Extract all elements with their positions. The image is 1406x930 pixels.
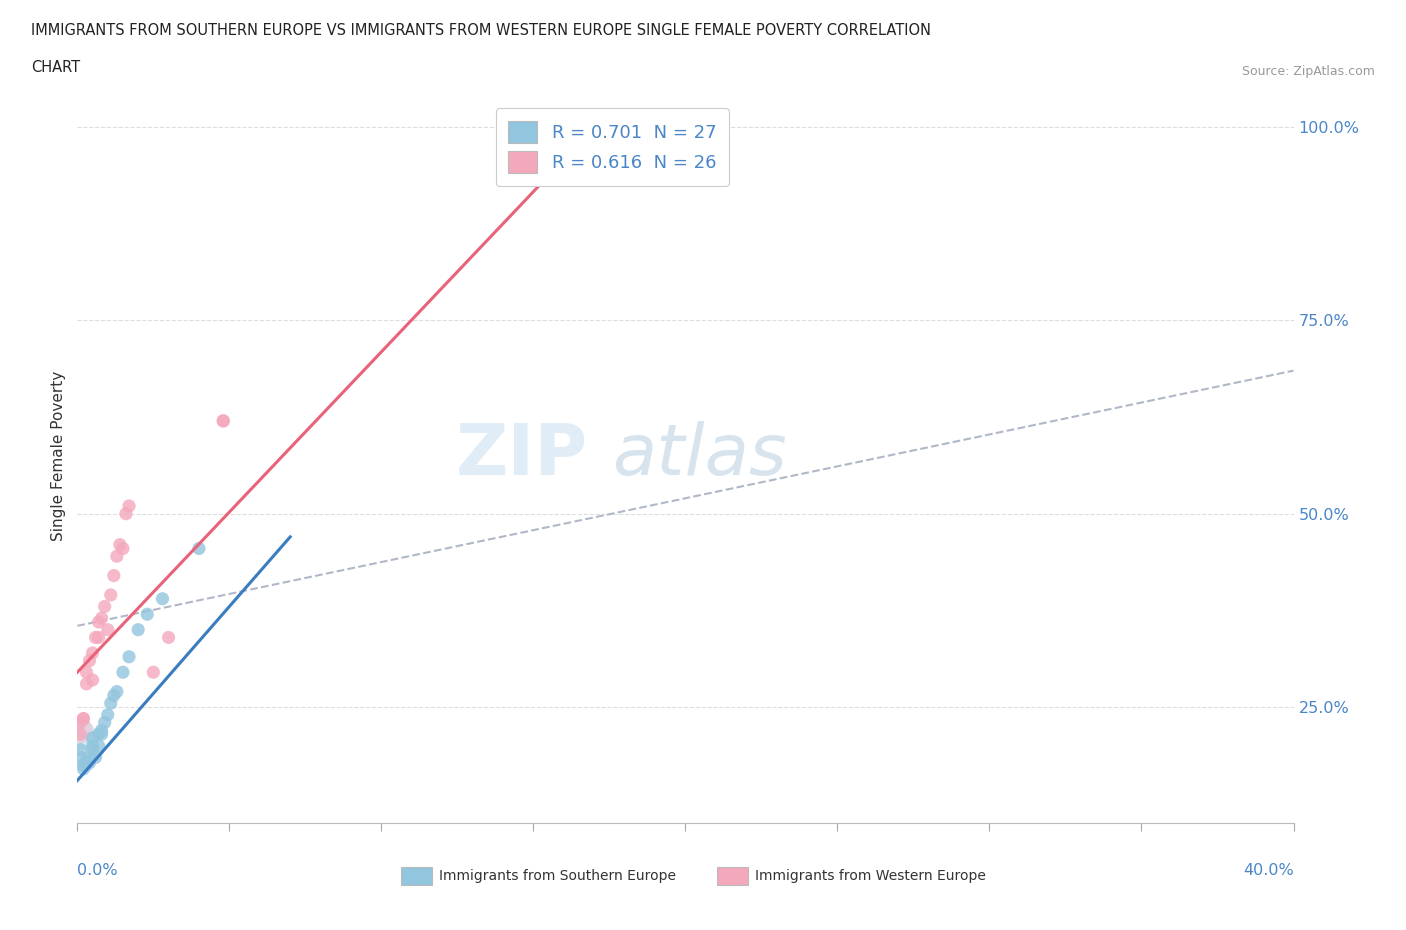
Point: [82, 672, 104, 687]
Point: [142, 665, 165, 680]
Point: [87, 630, 110, 644]
Point: [111, 541, 134, 556]
Point: [75, 665, 97, 680]
Legend: R = 0.701  N = 27, R = 0.616  N = 26: R = 0.701 N = 27, R = 0.616 N = 26: [496, 109, 730, 186]
Point: [105, 549, 128, 564]
Point: [69, 742, 91, 757]
Text: 40.0%: 40.0%: [1243, 863, 1294, 879]
Text: IMMIGRANTS FROM SOUTHERN EUROPE VS IMMIGRANTS FROM WESTERN EUROPE SINGLE FEMALE : IMMIGRANTS FROM SOUTHERN EUROPE VS IMMIG…: [31, 23, 931, 38]
Point: [118, 498, 141, 513]
Point: [79, 755, 101, 770]
Point: [79, 653, 101, 668]
Point: [212, 414, 235, 429]
Point: [82, 738, 104, 753]
Point: [72, 711, 94, 726]
Text: 0.0%: 0.0%: [77, 863, 118, 879]
Point: [152, 591, 174, 606]
Point: [97, 622, 120, 637]
Point: [90, 723, 112, 737]
Y-axis label: Single Female Poverty: Single Female Poverty: [51, 370, 66, 541]
Point: [108, 538, 131, 552]
Point: [84, 750, 107, 764]
Point: [105, 684, 128, 699]
Point: [115, 506, 138, 521]
Point: [93, 715, 115, 730]
Point: [82, 731, 104, 746]
Point: [100, 696, 122, 711]
Point: [69, 726, 91, 741]
Point: [82, 645, 104, 660]
Text: CHART: CHART: [31, 60, 80, 75]
Text: atlas: atlas: [613, 421, 787, 490]
Point: [100, 588, 122, 603]
Text: ZIP: ZIP: [456, 421, 588, 490]
Point: [72, 711, 94, 726]
Point: [72, 762, 94, 777]
Point: [75, 676, 97, 691]
Point: [79, 750, 101, 764]
Point: [188, 541, 211, 556]
Point: [97, 708, 120, 723]
Point: [82, 742, 104, 757]
Point: [75, 758, 97, 773]
Point: [87, 726, 110, 741]
Point: [111, 665, 134, 680]
Text: Immigrants from Southern Europe: Immigrants from Southern Europe: [439, 869, 676, 883]
Point: [69, 726, 91, 741]
Point: [69, 723, 91, 737]
Point: [75, 753, 97, 768]
Point: [136, 606, 159, 621]
Point: [93, 599, 115, 614]
Point: [84, 630, 107, 644]
Text: Immigrants from Western Europe: Immigrants from Western Europe: [755, 869, 986, 883]
Point: [72, 758, 94, 773]
Point: [87, 738, 110, 753]
Point: [212, 414, 235, 429]
Point: [157, 630, 180, 644]
Point: [87, 615, 110, 630]
Point: [103, 688, 125, 703]
Point: [69, 715, 91, 730]
Point: [69, 750, 91, 764]
Point: [127, 622, 149, 637]
Point: [118, 649, 141, 664]
Point: [90, 726, 112, 741]
Point: [90, 611, 112, 626]
Text: Source: ZipAtlas.com: Source: ZipAtlas.com: [1241, 65, 1375, 78]
Point: [103, 568, 125, 583]
